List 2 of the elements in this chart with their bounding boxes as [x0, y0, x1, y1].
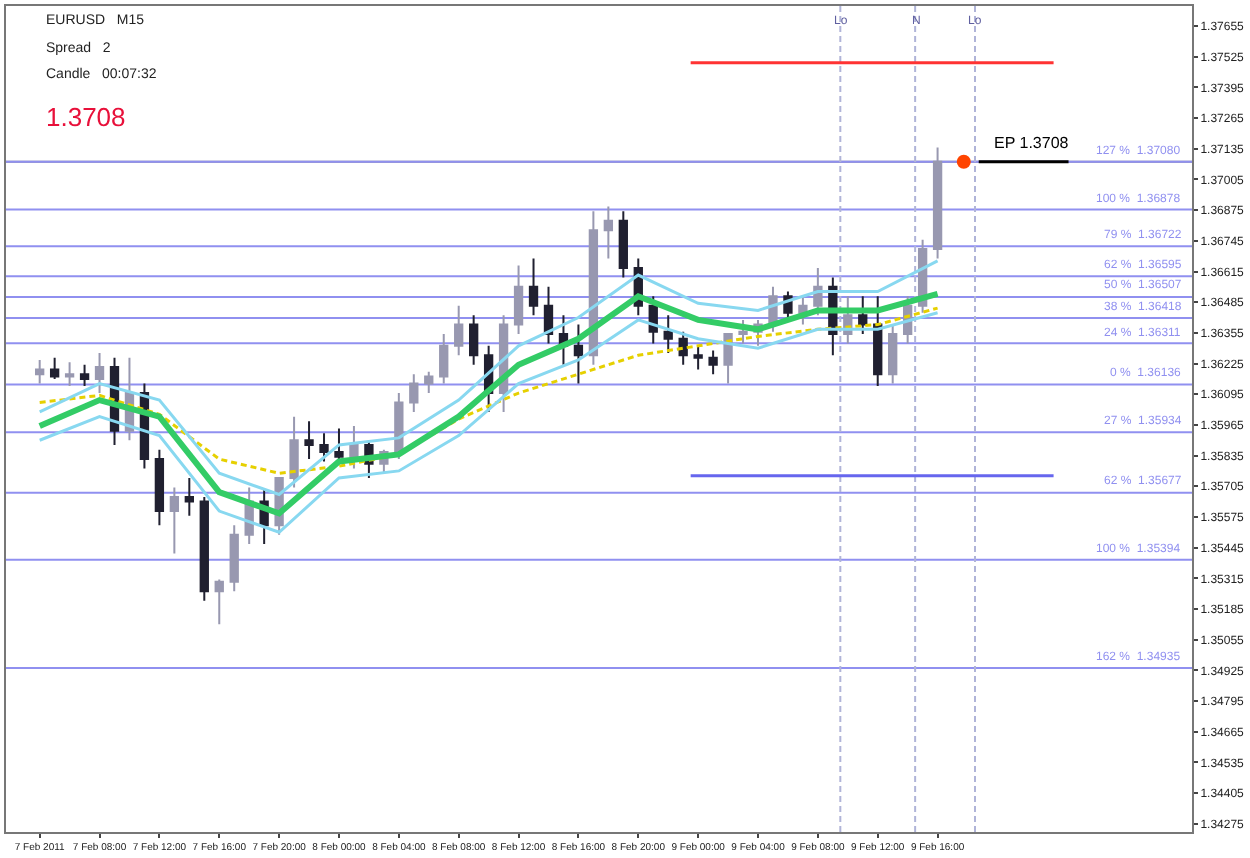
annotation: EP 1.3708	[994, 134, 1070, 152]
annotation: 1.3708	[46, 102, 126, 132]
